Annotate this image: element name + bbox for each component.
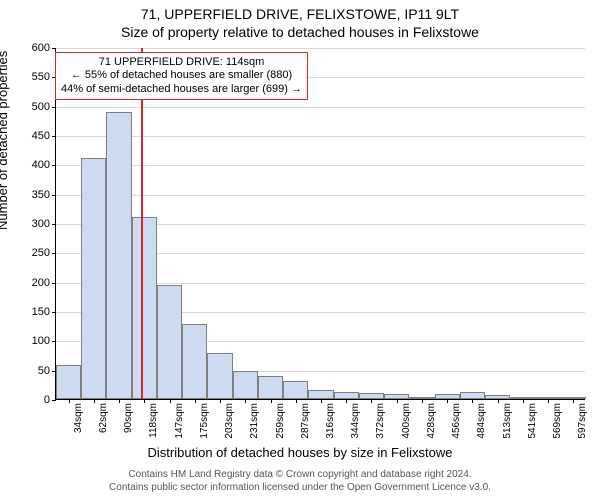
x-tick-mark — [69, 399, 70, 403]
x-tick-label: 400sqm — [401, 403, 412, 439]
gridline — [56, 136, 585, 137]
x-tick-label: 372sqm — [375, 403, 386, 439]
y-tick-label: 350 — [32, 189, 50, 201]
x-tick-mark — [346, 399, 347, 403]
x-tick-mark — [296, 399, 297, 403]
y-tick-label: 100 — [32, 335, 50, 347]
reference-annotation: 71 UPPERFIELD DRIVE: 114sqm ← 55% of det… — [55, 52, 308, 100]
x-tick-mark — [498, 399, 499, 403]
x-tick-label: 203sqm — [224, 403, 235, 439]
x-tick-mark — [170, 399, 171, 403]
y-tick-label: 250 — [32, 247, 50, 259]
histogram-bar — [81, 158, 106, 399]
histogram-bar — [308, 390, 333, 399]
y-tick-mark — [52, 253, 56, 254]
y-tick-label: 0 — [44, 394, 50, 406]
x-tick-label: 541sqm — [527, 403, 538, 439]
x-tick-mark — [245, 399, 246, 403]
x-tick-label: 456sqm — [451, 403, 462, 439]
x-tick-label: 118sqm — [148, 403, 159, 438]
x-tick-mark — [523, 399, 524, 403]
footer-attribution: Contains HM Land Registry data © Crown c… — [0, 469, 600, 494]
chart-title: 71, UPPERFIELD DRIVE, FELIXSTOWE, IP11 9… — [0, 6, 600, 22]
y-tick-mark — [52, 48, 56, 49]
x-tick-mark — [472, 399, 473, 403]
gridline — [56, 165, 585, 166]
x-tick-mark — [371, 399, 372, 403]
x-tick-label: 259sqm — [275, 403, 286, 439]
y-tick-mark — [52, 165, 56, 166]
x-tick-mark — [220, 399, 221, 403]
x-tick-label: 147sqm — [174, 403, 185, 439]
x-tick-label: 428sqm — [426, 403, 437, 439]
y-tick-label: 450 — [32, 130, 50, 142]
x-tick-label: 316sqm — [325, 403, 336, 439]
histogram-bar — [334, 392, 359, 399]
histogram-bar — [182, 324, 207, 399]
gridline — [56, 195, 585, 196]
x-tick-mark — [397, 399, 398, 403]
histogram-bar — [460, 392, 485, 399]
x-tick-label: 597sqm — [577, 403, 588, 439]
y-tick-label: 550 — [32, 71, 50, 83]
y-axis-label: Number of detached properties — [0, 51, 10, 230]
histogram-bar — [132, 217, 157, 399]
x-tick-label: 513sqm — [502, 403, 513, 439]
y-tick-mark — [52, 283, 56, 284]
y-tick-mark — [52, 107, 56, 108]
property-size-chart: 71, UPPERFIELD DRIVE, FELIXSTOWE, IP11 9… — [0, 0, 600, 500]
histogram-bar — [233, 371, 258, 399]
y-tick-mark — [52, 341, 56, 342]
x-tick-label: 569sqm — [552, 403, 563, 439]
histogram-bar — [106, 112, 131, 399]
annotation-line-2: ← 55% of detached houses are smaller (88… — [60, 69, 303, 82]
y-tick-label: 50 — [38, 365, 50, 377]
y-tick-label: 500 — [32, 101, 50, 113]
x-tick-label: 344sqm — [350, 403, 361, 439]
y-tick-mark — [52, 312, 56, 313]
x-tick-label: 231sqm — [249, 403, 260, 439]
y-tick-label: 300 — [32, 218, 50, 230]
y-tick-label: 150 — [32, 306, 50, 318]
x-tick-mark — [195, 399, 196, 403]
y-tick-mark — [52, 400, 56, 401]
y-tick-mark — [52, 195, 56, 196]
x-tick-label: 287sqm — [300, 403, 311, 439]
y-tick-mark — [52, 136, 56, 137]
x-tick-mark — [422, 399, 423, 403]
x-tick-mark — [548, 399, 549, 403]
x-tick-mark — [94, 399, 95, 403]
y-tick-mark — [52, 224, 56, 225]
plot-area: 05010015020025030035040045050055060034sq… — [55, 48, 585, 400]
y-tick-label: 400 — [32, 159, 50, 171]
y-tick-label: 200 — [32, 277, 50, 289]
x-tick-label: 484sqm — [476, 403, 487, 439]
histogram-bar — [258, 376, 283, 399]
reference-line — [141, 48, 143, 399]
x-tick-label: 90sqm — [123, 403, 134, 433]
x-tick-mark — [573, 399, 574, 403]
histogram-bar — [157, 285, 182, 399]
x-tick-mark — [271, 399, 272, 403]
x-tick-mark — [119, 399, 120, 403]
x-tick-label: 62sqm — [98, 403, 109, 433]
annotation-line-1: 71 UPPERFIELD DRIVE: 114sqm — [60, 56, 303, 69]
histogram-bar — [56, 365, 81, 399]
annotation-line-3: 44% of semi-detached houses are larger (… — [60, 83, 303, 96]
gridline — [56, 107, 585, 108]
x-axis-label: Distribution of detached houses by size … — [0, 445, 600, 460]
chart-subtitle: Size of property relative to detached ho… — [0, 24, 600, 40]
y-tick-label: 600 — [32, 42, 50, 54]
x-tick-mark — [321, 399, 322, 403]
x-tick-mark — [144, 399, 145, 403]
x-tick-mark — [447, 399, 448, 403]
x-tick-label: 175sqm — [199, 403, 210, 439]
histogram-bar — [207, 353, 232, 399]
histogram-bar — [283, 381, 308, 399]
gridline — [56, 48, 585, 49]
x-tick-label: 34sqm — [73, 403, 84, 433]
